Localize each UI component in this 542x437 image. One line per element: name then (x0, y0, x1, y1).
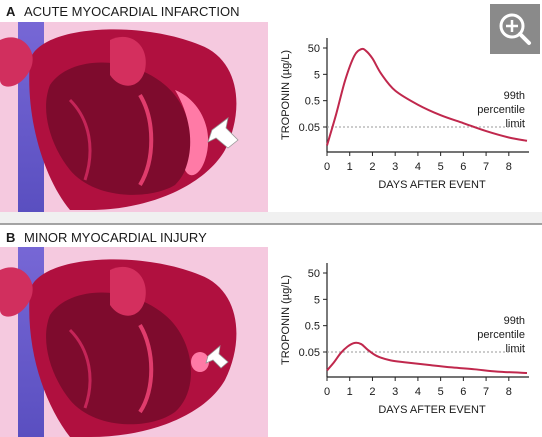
y-axis-title: TROPONIN (µg/L) (280, 275, 292, 365)
threshold-label: percentile (477, 104, 525, 116)
x-tick-label: 8 (506, 386, 512, 398)
y-tick-label: 0.5 (305, 96, 320, 108)
arrow-icon (207, 117, 239, 149)
y-tick-label: 50 (308, 43, 320, 55)
x-tick-label: 0 (324, 161, 330, 173)
x-tick-label: 6 (460, 386, 466, 398)
threshold-label: 99th (504, 315, 525, 327)
x-tick-label: 4 (415, 161, 421, 173)
panel-a-letter: A (6, 4, 16, 19)
heart-illustration-b (0, 225, 237, 437)
troponin-curve (326, 47, 528, 146)
y-tick-label: 5 (314, 294, 320, 306)
x-tick-label: 7 (483, 161, 489, 173)
x-axis-title: DAYS AFTER EVENT (378, 404, 486, 416)
y-tick-label: 0.05 (299, 122, 320, 134)
x-axis-title: DAYS AFTER EVENT (378, 179, 486, 191)
troponin-curve (326, 341, 528, 374)
zoom-button[interactable] (490, 4, 540, 54)
x-tick-label: 5 (438, 386, 444, 398)
zoom-in-icon (499, 13, 531, 45)
y-tick-label: 0.05 (299, 347, 320, 359)
panel-a-title: ACUTE MYOCARDIAL INFARCTION (24, 4, 239, 19)
chart-b: 0.05 0.5 5 50 0 1 2 3 4 5 6 7 8 DAYS AFTER EVENT TROPO… (280, 263, 529, 416)
x-tick-label: 7 (483, 386, 489, 398)
x-tick-label: 6 (460, 161, 466, 173)
threshold-label: limit (505, 118, 525, 130)
panel-divider (0, 212, 542, 224)
x-tick-label: 2 (369, 161, 375, 173)
x-tick-label: 3 (392, 386, 398, 398)
x-tick-label: 0 (324, 386, 330, 398)
x-tick-label: 1 (347, 161, 353, 173)
x-tick-label: 1 (347, 386, 353, 398)
panel-b-title-bar (0, 225, 268, 247)
arrow-icon (205, 345, 229, 369)
chart-a: 0.05 0.5 5 50 0 1 2 3 4 5 6 7 8 DAYS AFTER EVENT TROPO… (280, 38, 529, 191)
panel-b-letter: B (6, 230, 15, 245)
threshold-label: limit (505, 343, 525, 355)
y-tick-label: 0.5 (305, 321, 320, 333)
y-tick-label: 5 (314, 69, 320, 81)
x-tick-label: 2 (369, 386, 375, 398)
x-tick-label: 8 (506, 161, 512, 173)
threshold-label: 99th (504, 90, 525, 102)
threshold-label: percentile (477, 329, 525, 341)
x-tick-label: 5 (438, 161, 444, 173)
panel-a-title-bar (0, 0, 268, 22)
x-tick-label: 3 (392, 161, 398, 173)
y-tick-label: 50 (308, 268, 320, 280)
panel-b-title: MINOR MYOCARDIAL INJURY (24, 230, 207, 245)
x-tick-label: 4 (415, 386, 421, 398)
y-axis-title: TROPONIN (µg/L) (280, 50, 292, 140)
